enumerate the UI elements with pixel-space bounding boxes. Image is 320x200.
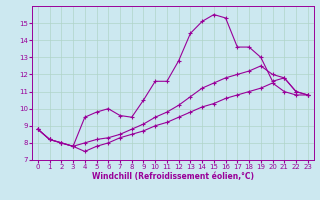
X-axis label: Windchill (Refroidissement éolien,°C): Windchill (Refroidissement éolien,°C) [92, 172, 254, 181]
